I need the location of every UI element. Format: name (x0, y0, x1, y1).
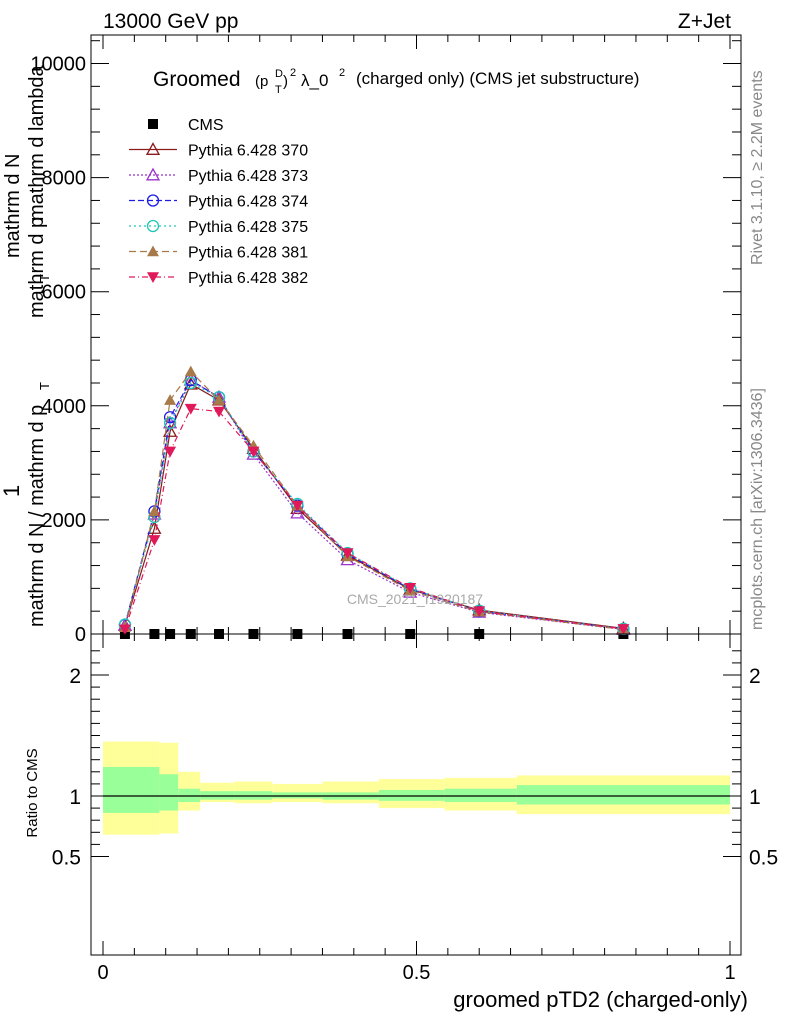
series-4-point (184, 376, 197, 390)
series-5-point (148, 505, 161, 517)
title-formula-sup-2: 2 (290, 67, 296, 79)
series-6-point (212, 406, 225, 418)
series-2-point (246, 446, 261, 460)
ylabel-top: 1 (0, 485, 24, 497)
ylabel-line3: T (37, 382, 52, 390)
legend-marker-2 (145, 167, 161, 181)
legend-label-0: CMS (188, 117, 224, 134)
legend-label-1: Pythia 6.428 370 (188, 143, 308, 160)
ylabel-line2: mathrm d N (2, 154, 24, 258)
series-6-point (291, 500, 304, 512)
ratio-xtick-label: 1 (724, 962, 735, 984)
series-6-point (148, 535, 161, 546)
series-6-point (617, 624, 630, 635)
main-title: Groomed (p D T ) 2 λ_0 2 (charged only) … (153, 67, 639, 96)
ratio-band-inner-3 (200, 791, 235, 800)
title-formula-lambda: λ_0 (301, 71, 328, 90)
ratio-ytick-label-right: 2 (749, 665, 761, 688)
legend-marker-5 (147, 245, 159, 257)
series-line-4 (124, 382, 624, 630)
ratio-band-inner-1 (159, 774, 179, 811)
title-formula-sup-l: 2 (339, 67, 345, 79)
ratio-band-inner-4 (234, 791, 273, 800)
legend-label-4: Pythia 6.428 375 (188, 219, 308, 236)
ylabel-line1: mathrm d N / mathrm d p (26, 405, 48, 627)
title-tail-text: (charged only) (CMS jet substructure) (356, 69, 639, 88)
watermark-label: CMS_2021_I1920187 (347, 591, 483, 607)
series-2-point (290, 505, 305, 519)
series-1-point (162, 424, 178, 437)
title-formula-sup-d: D (275, 68, 283, 80)
title-main-text: Groomed (153, 68, 241, 91)
ylabel-line6: mathrm d lambda (26, 65, 48, 221)
title-formula-p: (p (255, 73, 268, 90)
series-6-point (164, 446, 177, 458)
series-6-point (473, 606, 486, 618)
legend: CMS Pythia 6.428 370 Pythia 6.428 373 Pythi… (129, 117, 308, 287)
ratio-ytick-label: 0.5 (52, 847, 81, 870)
ratio-ytick-label-right: 1 (749, 786, 761, 809)
legend-marker-4 (146, 219, 160, 233)
mcplots-label: mcplots.cern.ch [arXiv:1306.3436] (749, 388, 766, 630)
series-5-point (212, 394, 225, 405)
ratio-bands (103, 741, 730, 835)
main-ytick-label: 8000 (42, 168, 87, 190)
series-2-point (183, 372, 198, 386)
ratio-band-inner-5 (272, 792, 323, 799)
ratio-band-inner-9 (516, 785, 730, 805)
ratio-band-inner-8 (444, 788, 517, 803)
main-panel-frame: 0 2000 4000 6000 8000 10000 (30, 34, 742, 646)
legend-label-3: Pythia 6.428 374 (188, 194, 308, 211)
main-ytick-label: 10000 (30, 54, 86, 76)
legend-label-2: Pythia 6.428 373 (188, 168, 308, 185)
header-right-label: Z+Jet (678, 10, 731, 33)
rivet-label: Rivet 3.1.10, ≥ 2.2M events (749, 70, 766, 265)
ratio-ylabel: Ratio to CMS (24, 748, 41, 837)
ratio-ytick-label: 1 (69, 786, 81, 809)
legend-label-6: Pythia 6.428 382 (188, 270, 308, 287)
ylabel-line4: mathrm d p (26, 217, 48, 318)
legend-label-5: Pythia 6.428 381 (188, 245, 308, 262)
series-6-point (247, 446, 260, 458)
main-ytick-label: 2000 (42, 510, 87, 532)
series-5-point (184, 365, 197, 377)
title-formula-sub-t: T (275, 84, 282, 96)
series-6-point (184, 403, 197, 415)
ratio-band-inner-2 (178, 788, 201, 803)
series-6-point (404, 582, 417, 594)
main-series-group (117, 365, 631, 639)
legend-marker-1 (145, 142, 161, 155)
ratio-ytick-label: 2 (69, 665, 81, 688)
legend-marker-3 (146, 194, 160, 207)
ratio-xtick-label: 0 (97, 962, 108, 984)
ylabel-line5: T (37, 274, 52, 282)
main-ytick-label: 0 (75, 624, 86, 646)
title-formula-close: ) (283, 73, 288, 90)
ratio-xtick-label: 0.5 (403, 962, 431, 984)
main-ytick-label: 4000 (42, 396, 87, 418)
series-3-point (163, 411, 177, 424)
series-6-point (341, 548, 354, 559)
main-ylabel: 1 mathrm d N / mathrm d p mathrm d N T m… (0, 65, 52, 627)
main-ytick-label: 6000 (42, 282, 87, 304)
ratio-band-inner-0 (103, 766, 160, 813)
ratio-ytick-label-right: 0.5 (749, 847, 778, 870)
series-4-point (163, 416, 177, 430)
ratio-band-inner-7 (378, 789, 445, 801)
series-5-point (164, 394, 177, 405)
ratio-panel-frame: 0.5 0.5 1 1 2 2 0 0.5 1 (52, 633, 778, 984)
xaxis-label: groomed pTD2 (charged-only) (453, 987, 748, 1012)
legend-marker-6 (147, 272, 159, 283)
legend-marker-0 (148, 119, 158, 129)
header-left-label: 13000 GeV pp (103, 10, 238, 33)
series-6-point (118, 624, 131, 636)
